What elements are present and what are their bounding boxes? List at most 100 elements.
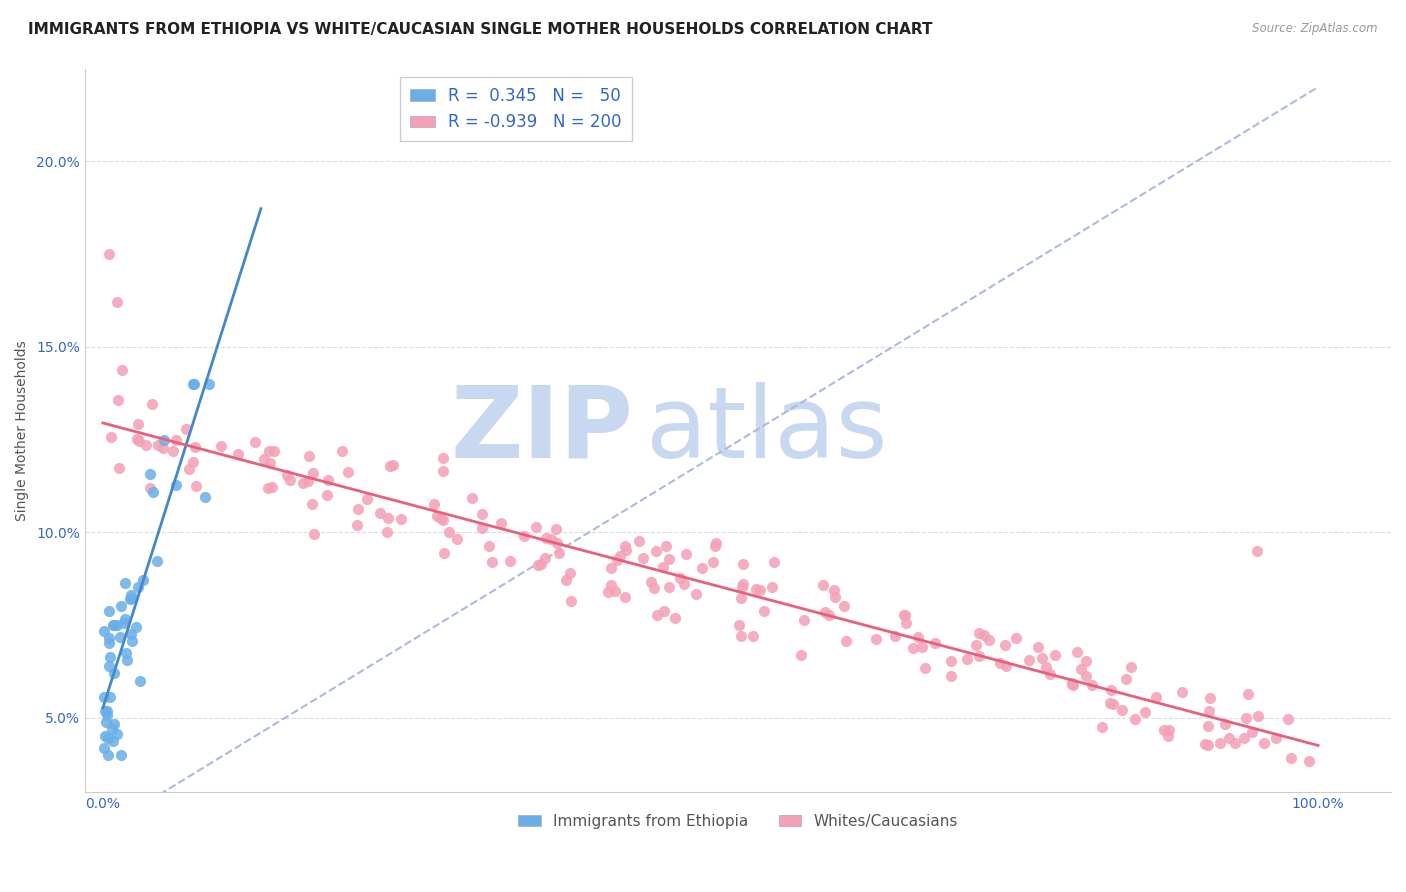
Point xyxy=(461,491,484,505)
Point xyxy=(893,608,915,623)
Point xyxy=(924,636,946,650)
Point xyxy=(818,608,841,623)
Point xyxy=(291,476,314,491)
Point xyxy=(703,539,725,553)
Point xyxy=(380,458,402,473)
Point xyxy=(1115,672,1137,686)
Point xyxy=(101,723,124,737)
Point xyxy=(94,705,117,719)
Point xyxy=(1060,675,1083,690)
Point xyxy=(253,452,276,467)
Point xyxy=(138,481,160,495)
Text: Source: ZipAtlas.com: Source: ZipAtlas.com xyxy=(1253,22,1378,36)
Point xyxy=(97,747,120,762)
Point xyxy=(183,376,205,391)
Point xyxy=(114,575,136,590)
Point xyxy=(93,624,115,638)
Point xyxy=(730,629,752,643)
Point xyxy=(429,511,451,525)
Point xyxy=(276,467,298,482)
Point xyxy=(894,616,917,631)
Point xyxy=(347,502,370,516)
Point xyxy=(1018,653,1040,667)
Point xyxy=(138,467,160,482)
Point xyxy=(669,571,692,585)
Point xyxy=(609,549,631,563)
Point xyxy=(1246,544,1268,558)
Point xyxy=(128,434,150,448)
Point xyxy=(142,484,165,499)
Point xyxy=(1234,711,1257,725)
Point xyxy=(1194,737,1216,751)
Point xyxy=(433,546,456,560)
Point xyxy=(614,543,637,558)
Point xyxy=(994,658,1017,673)
Point xyxy=(162,444,184,458)
Point xyxy=(939,654,962,668)
Point xyxy=(1144,690,1167,704)
Point xyxy=(603,584,626,599)
Point xyxy=(98,649,121,664)
Point xyxy=(631,550,654,565)
Point xyxy=(336,465,359,479)
Point xyxy=(198,376,221,391)
Point xyxy=(530,557,553,571)
Point xyxy=(894,607,917,622)
Point xyxy=(98,631,121,645)
Point xyxy=(426,509,449,524)
Point xyxy=(1070,662,1092,676)
Point xyxy=(544,522,567,536)
Point xyxy=(730,591,752,605)
Point xyxy=(194,490,217,504)
Point xyxy=(901,640,924,655)
Point xyxy=(1213,717,1236,731)
Point xyxy=(675,548,697,562)
Point xyxy=(1066,645,1088,659)
Point xyxy=(1218,731,1240,745)
Point xyxy=(658,552,681,566)
Point xyxy=(652,560,675,574)
Point xyxy=(733,557,755,571)
Point xyxy=(146,438,169,452)
Point xyxy=(103,618,125,632)
Point xyxy=(103,665,125,680)
Point xyxy=(377,524,399,539)
Point xyxy=(1209,736,1232,750)
Point xyxy=(967,649,990,664)
Point xyxy=(613,539,636,553)
Point xyxy=(108,461,131,475)
Point xyxy=(1199,691,1222,706)
Point xyxy=(1236,688,1258,702)
Point xyxy=(446,532,468,546)
Point xyxy=(181,455,204,469)
Point xyxy=(1223,736,1246,750)
Point xyxy=(643,581,665,595)
Point xyxy=(907,630,929,644)
Point xyxy=(1074,654,1097,668)
Point xyxy=(114,646,136,660)
Point xyxy=(135,438,157,452)
Text: IMMIGRANTS FROM ETHIOPIA VS WHITE/CAUCASIAN SINGLE MOTHER HOUSEHOLDS CORRELATION: IMMIGRANTS FROM ETHIOPIA VS WHITE/CAUCAS… xyxy=(28,22,932,37)
Point xyxy=(731,577,754,591)
Point xyxy=(432,513,454,527)
Point xyxy=(209,439,232,453)
Point xyxy=(824,590,846,604)
Point xyxy=(1247,708,1270,723)
Point xyxy=(704,536,727,550)
Point xyxy=(1062,678,1084,692)
Point xyxy=(558,566,581,581)
Legend: Immigrants from Ethiopia, Whites/Caucasians: Immigrants from Ethiopia, Whites/Caucasi… xyxy=(512,808,965,835)
Text: ZIP: ZIP xyxy=(450,382,633,479)
Point xyxy=(318,473,340,487)
Point xyxy=(105,727,128,741)
Point xyxy=(297,475,319,489)
Point xyxy=(640,575,662,590)
Point xyxy=(1233,731,1256,745)
Point xyxy=(121,633,143,648)
Point xyxy=(1102,697,1125,711)
Point xyxy=(832,599,855,614)
Point xyxy=(814,605,837,619)
Point xyxy=(257,443,280,458)
Point xyxy=(685,587,707,601)
Point xyxy=(1099,683,1122,698)
